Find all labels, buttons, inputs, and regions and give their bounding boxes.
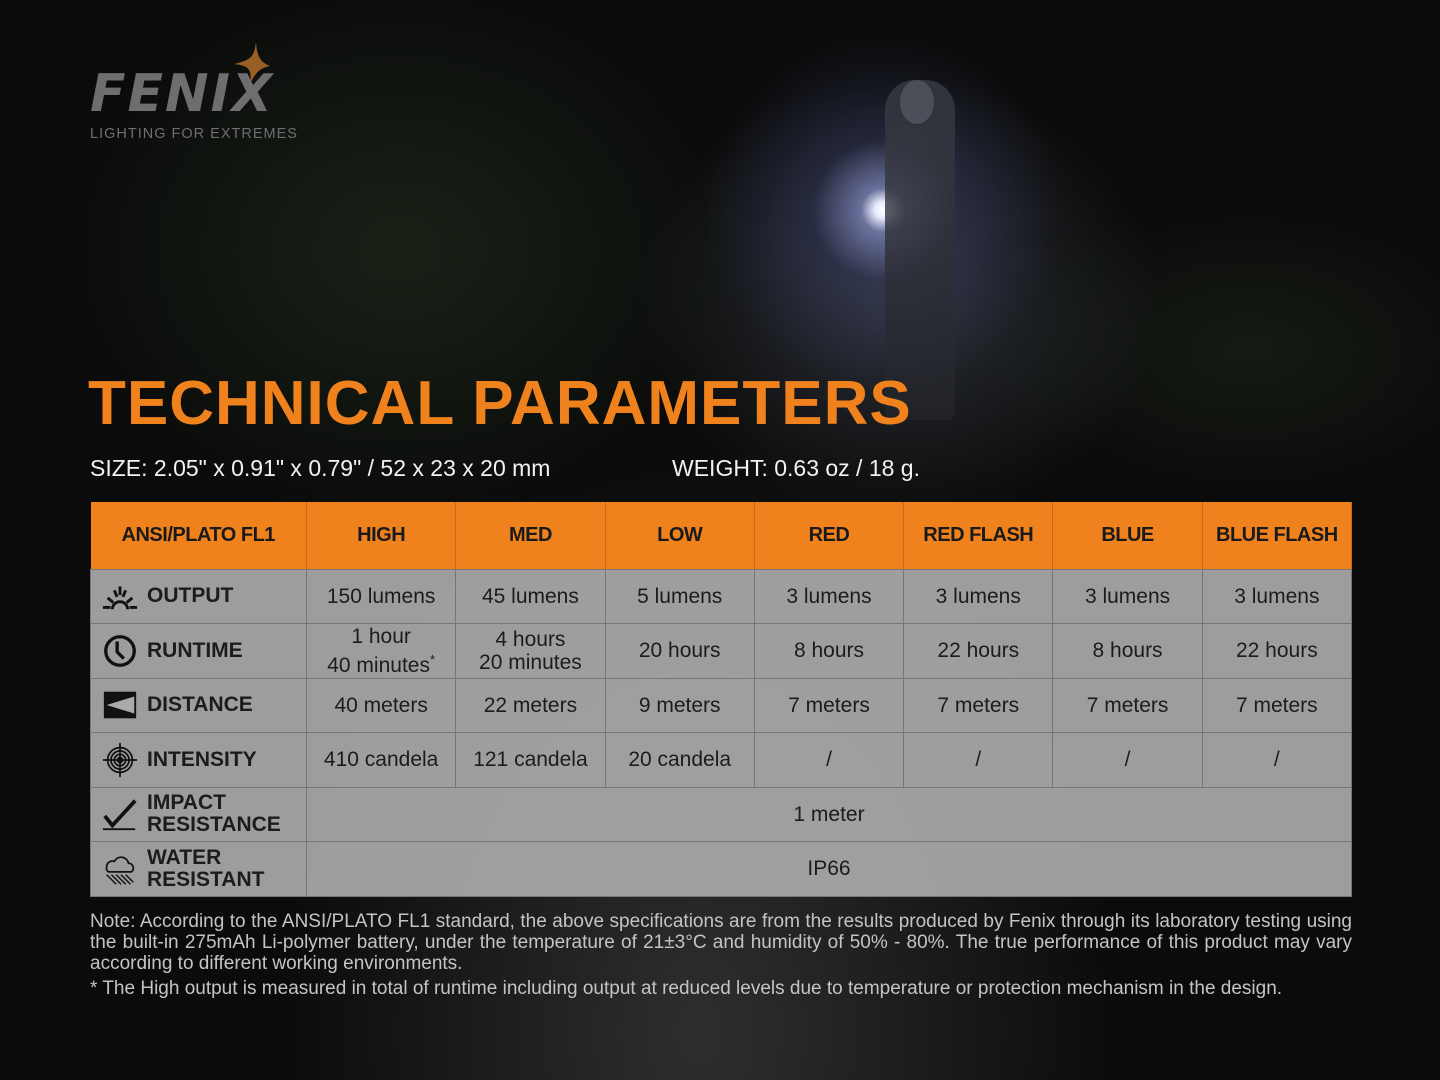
clock-icon (104, 634, 136, 667)
header-red: RED (754, 502, 905, 569)
size-spec: SIZE: 2.05" x 0.91" x 0.79" / 52 x 23 x … (90, 455, 551, 481)
cell-line: 40 minutes (327, 653, 430, 677)
cell: 40 meters (305, 677, 457, 733)
table-row-distance: DISTANCE 40 meters 22 meters 9 meters 7 … (90, 677, 1353, 733)
cell-line: 4 hours (495, 627, 566, 651)
cell: 5 lumens (604, 568, 755, 624)
cell: 1 meter (306, 786, 1352, 842)
note-standard: Note: According to the ANSI/PLATO FL1 st… (90, 911, 1352, 974)
page-title: TECHNICAL PARAMETERS (88, 369, 912, 438)
cell: 7 meters (1052, 677, 1203, 733)
table-header-row: ANSI/PLATO FL1 HIGH MED LOW RED RED FLAS… (90, 502, 1353, 569)
cell: 7 meters (903, 677, 1054, 733)
fenix-logo: FENIX LIGHTING FOR EXTREMES (90, 42, 298, 142)
table-row-output: OUTPUT 150 lumens 45 lumens 5 lumens 3 l… (90, 568, 1353, 624)
cell: 22 meters (455, 677, 606, 733)
sun-rays-icon (102, 586, 138, 610)
cell: 8 hours (1052, 623, 1203, 679)
beam-distance-icon (103, 691, 137, 719)
row-label: IMPACT RESISTANCE (147, 792, 281, 836)
row-label: WATER RESISTANT (147, 845, 265, 891)
header-med: MED (455, 502, 606, 569)
row-label: INTENSITY (147, 747, 257, 771)
cell: 4 hours 20 minutes (455, 623, 606, 679)
cell: 45 lumens (455, 568, 606, 624)
row-label: RUNTIME (147, 638, 243, 662)
logo-tagline: LIGHTING FOR EXTREMES (90, 126, 298, 142)
row-label-line: RESISTANT (147, 867, 265, 891)
cell: 9 meters (604, 677, 755, 733)
cell: / (753, 732, 905, 788)
row-label: OUTPUT (147, 584, 234, 608)
cell: 7 meters (1201, 677, 1353, 733)
impact-check-icon (102, 799, 137, 831)
note-high-output: * The High output is measured in total o… (90, 978, 1283, 999)
logo-wordmark: FENIX (90, 64, 275, 124)
background-person-with-flashlight (885, 80, 955, 420)
header-red-flash: RED FLASH (903, 502, 1054, 569)
cell: 8 hours (753, 623, 905, 679)
cell: 3 lumens (1201, 568, 1353, 624)
header-low: LOW (605, 502, 755, 569)
cell: 20 hours (604, 623, 755, 679)
cell: 3 lumens (903, 568, 1054, 624)
spec-table: ANSI/PLATO FL1 HIGH MED LOW RED RED FLAS… (90, 502, 1353, 897)
table-row-runtime: RUNTIME 1 hour 40 minutes* 4 hours 20 minu… (90, 623, 1353, 679)
row-label-line: WATER (147, 845, 222, 869)
cell: 121 candela (455, 732, 606, 788)
cell: / (1052, 732, 1203, 788)
header-blue: BLUE (1052, 502, 1203, 569)
target-icon (102, 742, 138, 777)
cell: 3 lumens (753, 568, 905, 624)
table-row-impact: IMPACT RESISTANCE 1 meter (90, 786, 1352, 842)
cell: 22 hours (1201, 623, 1353, 679)
cell: / (903, 732, 1054, 788)
header-high: HIGH (306, 502, 457, 569)
cell: 22 hours (903, 623, 1054, 679)
cell: IP66 (306, 841, 1352, 897)
row-label: DISTANCE (147, 693, 253, 717)
rain-cloud-icon (105, 856, 135, 885)
table-row-intensity: INTENSITY 410 candela 121 candela 20 can… (90, 732, 1353, 788)
footnote-mark: * (429, 651, 436, 667)
row-label-line: IMPACT (147, 791, 226, 815)
cell-line: 20 minutes (479, 650, 582, 674)
cell: 20 candela (604, 732, 755, 788)
footnotes: Note: According to the ANSI/PLATO FL1 st… (90, 911, 1352, 999)
cell: 410 candela (305, 732, 457, 788)
row-label-line: RESISTANCE (147, 813, 281, 837)
cell: 3 lumens (1052, 568, 1203, 624)
header-standard: ANSI/PLATO FL1 (90, 502, 307, 569)
table-row-water: WATER RESISTANT IP66 (90, 841, 1352, 897)
weight-spec: WEIGHT: 0.63 oz / 18 g. (672, 455, 920, 481)
cell: 1 hour 40 minutes* (305, 623, 457, 679)
header-blue-flash: BLUE FLASH (1202, 502, 1353, 569)
cell-line: 1 hour (351, 624, 411, 648)
cell: / (1201, 732, 1353, 788)
cell: 150 lumens (305, 568, 457, 624)
logo-star-icon (234, 42, 270, 84)
cell: 7 meters (753, 677, 905, 733)
